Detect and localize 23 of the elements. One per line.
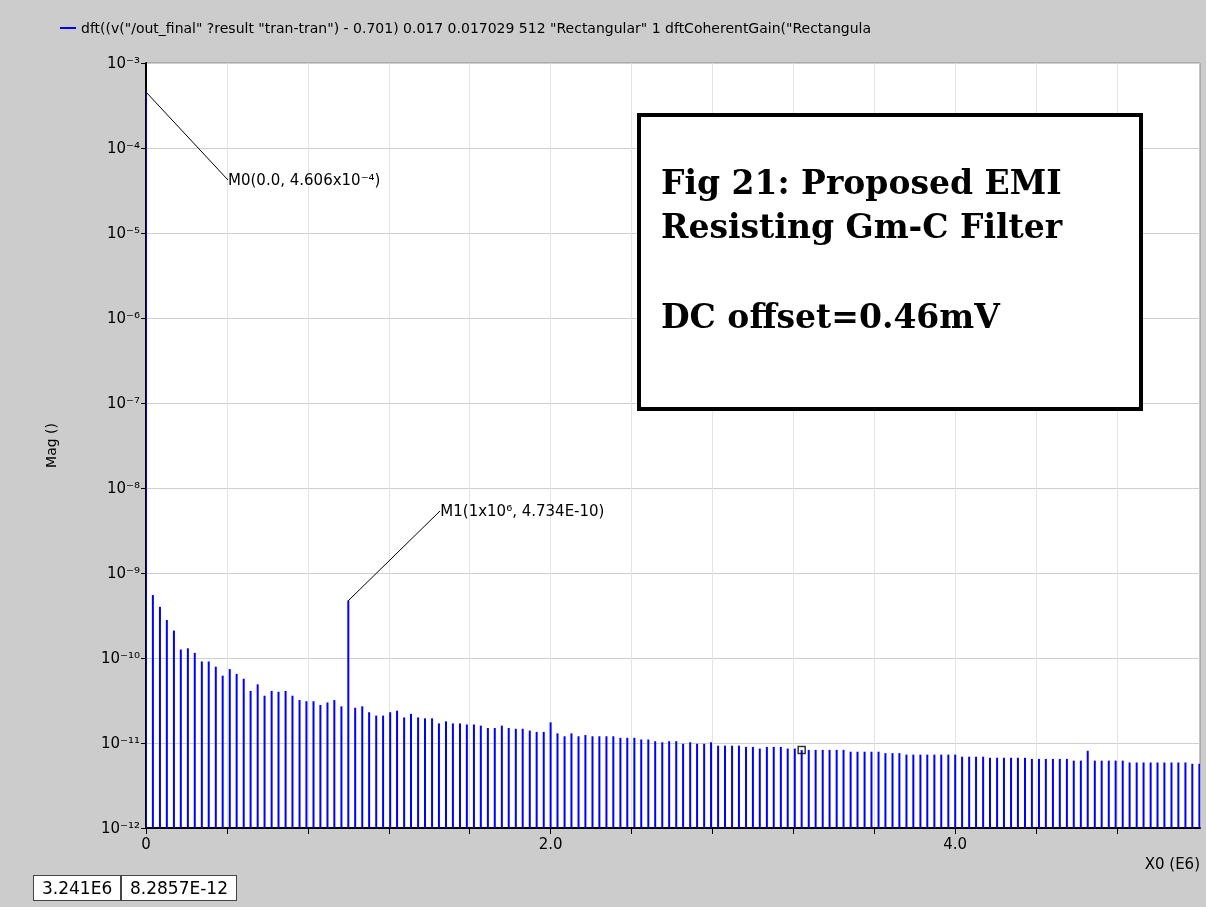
x-tick-label: 2.0 [538,834,563,853]
annotation: DC offset=0.46mV [661,296,1002,338]
annotation: M1(1x10⁶, 4.734E-10) [440,501,605,520]
y-tick-label: 10⁻¹⁰ [100,649,140,667]
y-tick-label: 10⁻⁷ [106,394,140,412]
y-tick-label: 10⁻⁸ [106,479,140,497]
x-tick-label: 4.0 [943,834,968,853]
x-axis-title: X0 (E6) [1144,854,1200,873]
text: 8.2857E-12 [121,875,237,901]
y-tick-label: 10⁻¹² [100,819,140,837]
legend-label: dft((v("/out_final" ?result "tran-tran") - 0.701) 0.017 0.017029 512 "Rectangular" 1 dftCoherentGain("Rectangula [81,20,872,36]
y-tick-label: 10⁻¹¹ [100,734,140,752]
x-tick-label: 0 [141,834,151,853]
text: 3.241E6 [33,875,122,901]
y-tick-label: 10⁻⁹ [106,564,140,582]
y-tick-label: 10⁻⁶ [106,309,140,327]
text-card: Fig 21: Proposed EMI Resisting Gm-C Filter DC offset=0.46mV [637,113,1143,411]
annotation: Fig 21: Proposed EMI Resisting Gm-C Filter [661,162,1064,248]
y-tick-label: 10⁻⁵ [106,224,140,242]
y-tick-label: 10⁻⁴ [106,139,140,157]
annotation: M0(0.0, 4.606x10⁻⁴) [228,170,381,189]
y-tick-label: 10⁻³ [106,54,140,72]
y-axis-title: Mag () [43,423,59,468]
